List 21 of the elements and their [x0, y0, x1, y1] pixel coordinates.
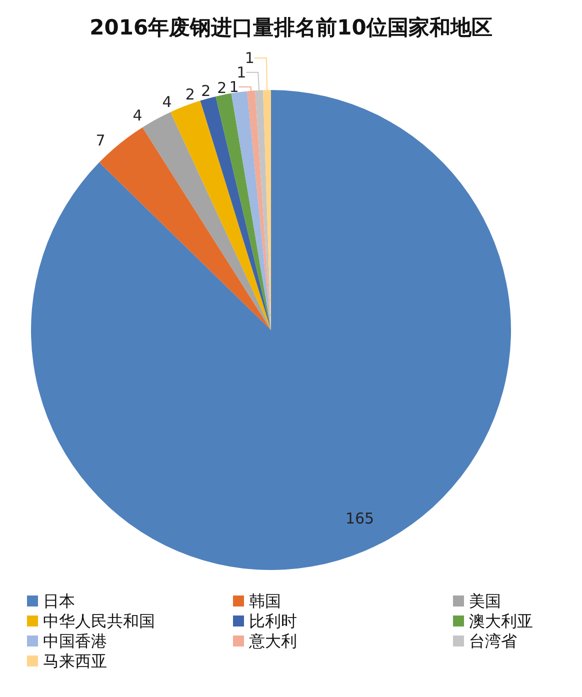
legend-label: 美国	[469, 592, 501, 610]
legend-label: 意大利	[248, 632, 297, 650]
legend-label: 中华人民共和国	[43, 612, 155, 630]
legend-label: 韩国	[249, 592, 281, 610]
legend-label: 中国香港	[43, 632, 107, 650]
legend-label: 澳大利亚	[469, 612, 533, 630]
legend-label: 台湾省	[469, 632, 517, 650]
data-label: 2	[185, 86, 195, 104]
legend-label: 马来西亚	[43, 652, 107, 670]
data-label: 1	[236, 63, 246, 82]
data-label: 2	[201, 82, 211, 100]
data-label: 4	[132, 106, 142, 125]
data-label: 1	[244, 49, 254, 68]
data-label: 7	[96, 132, 106, 150]
data-label: 2	[217, 79, 227, 98]
chart-title: 2016年废钢进口量排名前10位国家和地区	[90, 16, 492, 40]
data-label: 165	[345, 509, 374, 528]
data-label: 1	[229, 78, 239, 96]
legend-label: 日本	[43, 592, 75, 610]
legend-label: 比利时	[249, 612, 297, 630]
data-label: 4	[162, 93, 172, 112]
